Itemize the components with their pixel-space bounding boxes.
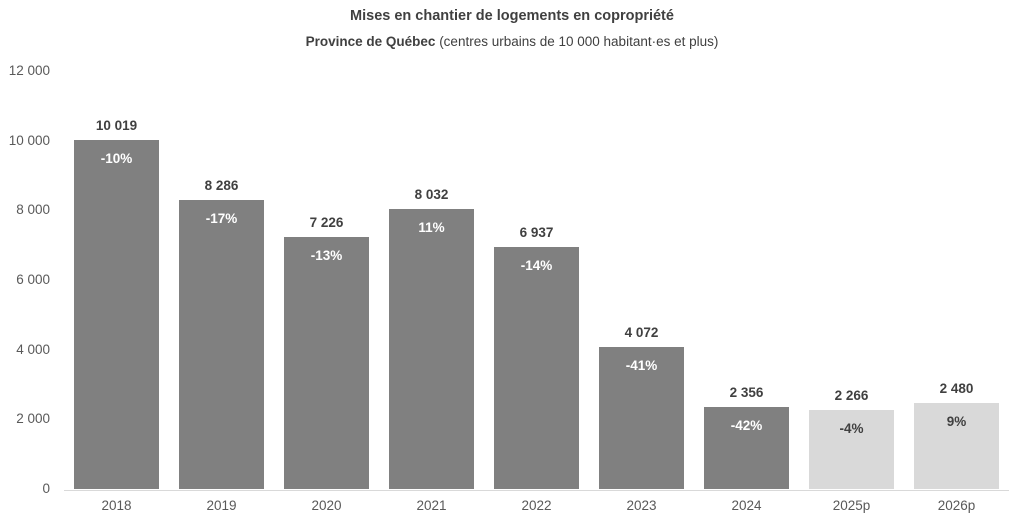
bar-value-label: 10 019 bbox=[95, 118, 138, 133]
y-axis-tick-label: 12 000 bbox=[8, 63, 50, 78]
y-axis-tick-label: 10 000 bbox=[8, 132, 50, 148]
bar-projected bbox=[914, 402, 999, 489]
bar-pct-change-label: -42% bbox=[730, 417, 763, 433]
bar-value-label: 7 226 bbox=[309, 215, 344, 231]
x-axis-tick-label: 2022 bbox=[521, 498, 552, 513]
bar-value-label: 2 356 bbox=[729, 384, 764, 400]
y-axis-tick-label: 4 000 bbox=[16, 341, 50, 357]
bar-actual bbox=[179, 200, 264, 489]
bar-pct-change-label: -14% bbox=[520, 258, 553, 274]
x-axis-line bbox=[64, 490, 1009, 491]
chart-subtitle-rest: (centres urbains de 10 000 habitant·es e… bbox=[435, 34, 719, 49]
bar-value-label: 6 937 bbox=[519, 225, 554, 241]
bar-value-label: 8 286 bbox=[204, 178, 239, 194]
bar-pct-change-label: -13% bbox=[310, 248, 343, 264]
y-axis-tick-label: 2 000 bbox=[16, 411, 50, 427]
bar-value-label: 2 480 bbox=[939, 380, 974, 396]
bar-value-label: 2 266 bbox=[834, 388, 869, 404]
bar-pct-change-label: 9% bbox=[946, 413, 967, 429]
bar-value-label: 4 072 bbox=[624, 325, 659, 341]
y-axis-tick-label: 0 bbox=[42, 481, 50, 496]
x-axis-tick-label: 2023 bbox=[626, 498, 657, 513]
x-axis-tick-label: 2021 bbox=[416, 498, 447, 513]
x-axis-tick-label: 2019 bbox=[206, 498, 237, 513]
bar-pct-change-label: -4% bbox=[839, 421, 864, 437]
bar-pct-change-label: -41% bbox=[625, 358, 658, 374]
x-axis-tick-label: 2018 bbox=[101, 498, 132, 513]
chart-subtitle-bold: Province de Québec bbox=[305, 34, 436, 49]
x-axis-tick-label: 2020 bbox=[311, 498, 342, 513]
bar-actual bbox=[389, 209, 474, 489]
chart-title: Mises en chantier de logements en coprop… bbox=[350, 8, 674, 24]
bar-pct-change-label: -10% bbox=[100, 151, 133, 166]
x-axis-tick-label: 2026p bbox=[937, 498, 976, 513]
chart-subtitle: Province de Québec (centres urbains de 1… bbox=[0, 34, 1024, 49]
y-axis-tick-label: 6 000 bbox=[16, 272, 50, 287]
bar-actual bbox=[704, 406, 789, 489]
bar-pct-change-label: 11% bbox=[418, 220, 445, 236]
x-axis-tick-label: 2025p bbox=[832, 498, 871, 513]
bar-value-label: 8 032 bbox=[414, 187, 449, 203]
x-axis-tick-label: 2024 bbox=[731, 498, 762, 513]
bar-actual bbox=[494, 247, 579, 489]
bar-actual bbox=[599, 347, 684, 489]
bar-actual bbox=[74, 140, 159, 489]
y-axis-tick-label: 8 000 bbox=[16, 202, 50, 218]
bar-projected bbox=[809, 410, 894, 489]
bar-actual bbox=[284, 237, 369, 489]
bar-pct-change-label: -17% bbox=[205, 211, 238, 227]
